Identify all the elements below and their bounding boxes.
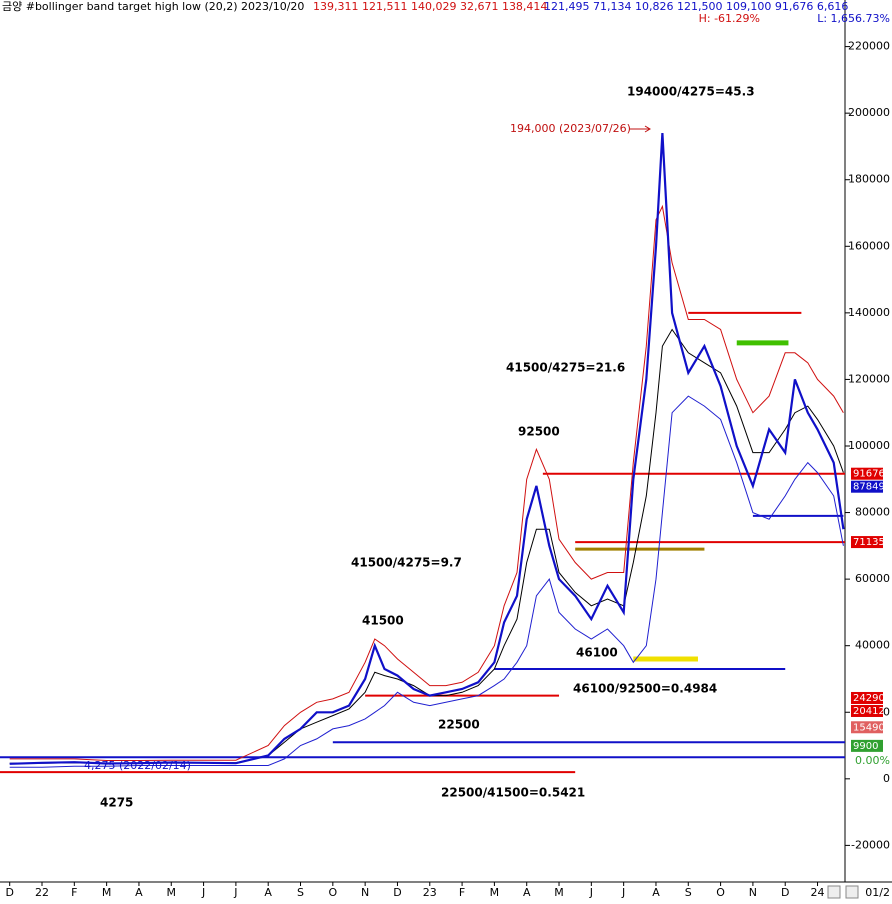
x-tick-label: D <box>393 886 401 899</box>
annotation: 41500/4275=9.7 <box>351 556 462 570</box>
x-tick-label: S <box>685 886 692 899</box>
y-tick-label: 40000 <box>855 639 890 652</box>
header-red: 139,311 121,511 140,029 32,671 138,414 <box>313 0 547 13</box>
chart-title: 금양 #bollinger band target high low (20,2… <box>2 0 304 13</box>
x-tick-label: F <box>459 886 465 899</box>
x-tick-label: 23 <box>423 886 437 899</box>
annotation: 92500 <box>518 425 560 439</box>
x-tick-label: D <box>5 886 13 899</box>
y-tick-label: -20000 <box>851 838 890 851</box>
x-tick-label: D <box>781 886 789 899</box>
x-tick-label: S <box>297 886 304 899</box>
price-label: 20412 <box>853 706 885 717</box>
price-label: 71135 <box>853 537 885 548</box>
x-tick-label: J <box>621 886 625 899</box>
price-label-box <box>851 704 883 717</box>
y-tick-label: 200000 <box>848 106 890 119</box>
y-tick-label: 0 <box>883 772 890 785</box>
price-label: 9900 <box>853 741 878 752</box>
series-line <box>9 395 844 768</box>
y-tick-label: 220000 <box>848 40 890 53</box>
y-tick-label: 140000 <box>848 306 890 319</box>
tool-button[interactable] <box>827 885 841 899</box>
price-label-box <box>851 739 883 752</box>
price-label-box <box>851 480 883 493</box>
y-tick-label: 80000 <box>855 506 890 519</box>
series-line <box>9 204 844 761</box>
annotation: 41500/4275=21.6 <box>506 361 625 375</box>
x-tick-label: A <box>523 886 531 899</box>
y-tick-label: 100000 <box>848 439 890 452</box>
price-label: 91676 <box>853 469 885 480</box>
x-tick-label: A <box>264 886 272 899</box>
price-label: 87849 <box>853 482 885 493</box>
x-tick-label: 22 <box>35 886 49 899</box>
price-label-box <box>851 467 883 480</box>
x-tick-label: M <box>554 886 564 899</box>
annotation: 22500/41500=0.5421 <box>441 786 585 800</box>
y-tick-label: 180000 <box>848 173 890 186</box>
annotation: 4275 <box>100 796 133 810</box>
y-tick-label: 160000 <box>848 239 890 252</box>
annotation: 41500 <box>362 614 404 628</box>
x-tick-label: A <box>652 886 660 899</box>
x-tick-label: J <box>233 886 237 899</box>
annotation: 22500 <box>438 718 480 732</box>
annotation: 46100 <box>576 646 618 660</box>
annotation: 194000/4275=45.3 <box>627 85 755 99</box>
price-label-box <box>851 691 883 704</box>
annotation: 4,275 (2022/02/14) <box>84 759 191 772</box>
percent-label: 0.00% <box>855 754 890 767</box>
x-tick-label: M <box>167 886 177 899</box>
zoom-button[interactable] <box>845 885 859 899</box>
x-tick-label: M <box>102 886 112 899</box>
x-tick-label: 24 <box>811 886 825 899</box>
header-blue: 121,495 71,134 10,826 121,500 109,100 91… <box>544 0 848 13</box>
annotation: 46100/92500=0.4984 <box>573 682 717 696</box>
price-label: 15490 <box>853 722 885 733</box>
x-tick-label: N <box>749 886 757 899</box>
high-label: H: -61.29% <box>699 12 760 25</box>
x-tick-label: N <box>361 886 369 899</box>
x-tick-label: O <box>328 886 337 899</box>
y-tick-label: 60000 <box>855 572 890 585</box>
price-label-box <box>851 536 883 549</box>
x-tick-label: M <box>490 886 500 899</box>
price-label: 24290 <box>853 693 885 704</box>
corner-label: 01/2 <box>865 886 890 899</box>
x-tick-label: F <box>71 886 77 899</box>
annotation: 194,000 (2023/07/26) <box>510 122 631 135</box>
x-tick-label: J <box>589 886 593 899</box>
annotation-arrow <box>630 125 651 133</box>
x-tick-label: A <box>135 886 143 899</box>
x-tick-label: J <box>201 886 205 899</box>
x-tick-label: O <box>716 886 725 899</box>
price-label-box <box>851 721 883 734</box>
series-line <box>9 133 845 765</box>
low-label: L: 1,656.73% <box>817 12 890 25</box>
y-tick-label: 120000 <box>848 372 890 385</box>
